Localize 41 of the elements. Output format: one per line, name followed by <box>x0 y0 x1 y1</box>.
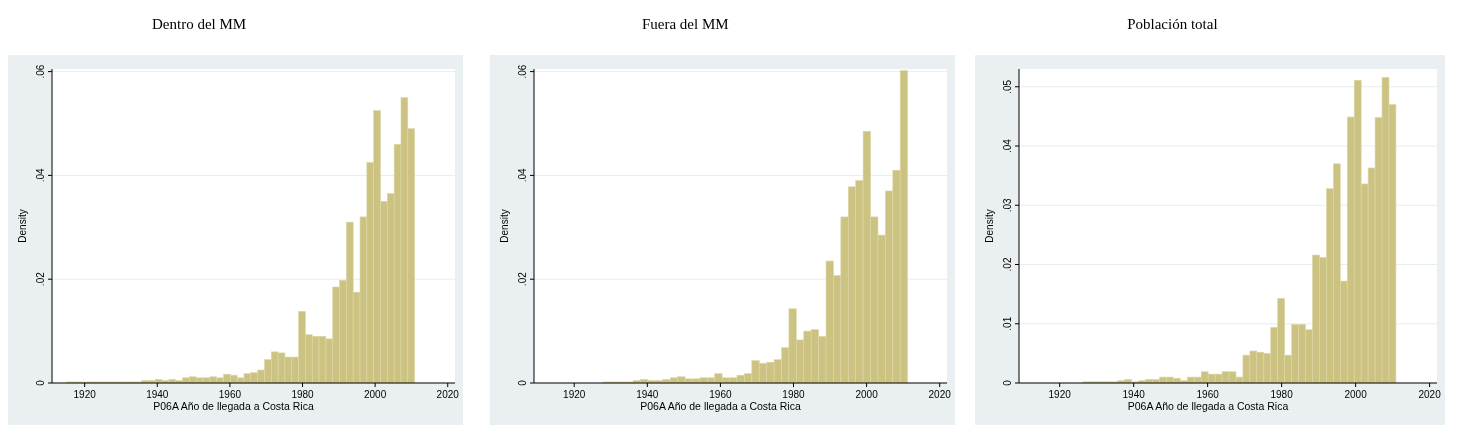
y-tick-label: .01 <box>1002 316 1013 331</box>
chart-title: Población total <box>1127 16 1218 32</box>
x-tick-label: 1920 <box>1048 389 1072 400</box>
x-tick-label: 2000 <box>364 389 387 400</box>
y-tick-label: .06 <box>517 64 528 79</box>
x-tick-label: 1940 <box>146 389 169 400</box>
x-tick-label: 2020 <box>436 389 460 400</box>
y-tick-label: .05 <box>1002 79 1013 94</box>
x-tick-label: 1960 <box>1196 389 1220 400</box>
y-tick-label: .04 <box>517 168 528 183</box>
x-tick-label: 1920 <box>563 389 586 400</box>
x-tick-label: 1960 <box>218 389 242 400</box>
y-tick-label: .02 <box>517 271 528 287</box>
y-tick-label: .02 <box>1002 257 1013 272</box>
y-tick-label: 0 <box>517 379 528 386</box>
y-tick-label: .03 <box>1002 197 1013 213</box>
x-tick-label: 1920 <box>73 389 97 400</box>
y-tick-label: .04 <box>35 168 46 183</box>
x-tick-label: 2020 <box>1418 389 1442 400</box>
x-axis-title: P06A Año de llegada a Costa Rica <box>1127 400 1289 412</box>
chart-title: Fuera del MM <box>641 16 729 32</box>
x-tick-label: 1940 <box>1122 389 1146 400</box>
x-tick-label: 2020 <box>928 389 952 400</box>
y-axis-title: Density <box>499 209 510 243</box>
y-tick-label: .02 <box>35 271 46 287</box>
y-axis-title: Density <box>984 209 995 243</box>
x-tick-label: 1960 <box>709 389 732 400</box>
y-tick-label: .06 <box>35 64 46 79</box>
x-axis-title: P06A Año de llegada a Costa Rica <box>153 400 314 412</box>
x-tick-label: 1980 <box>782 389 806 400</box>
chart-title: Dentro del MM <box>152 16 247 32</box>
x-tick-label: 2000 <box>855 389 879 400</box>
x-tick-label: 2000 <box>1344 389 1368 400</box>
y-tick-label: 0 <box>1002 379 1013 386</box>
y-axis-title: Density <box>17 209 28 243</box>
x-axis-title: P06A Año de llegada a Costa Rica <box>640 400 801 412</box>
y-tick-label: .04 <box>1002 138 1013 153</box>
x-tick-label: 1980 <box>291 389 315 400</box>
x-tick-label: 1980 <box>1270 389 1294 400</box>
x-tick-label: 1940 <box>636 389 659 400</box>
y-tick-label: 0 <box>35 379 46 386</box>
